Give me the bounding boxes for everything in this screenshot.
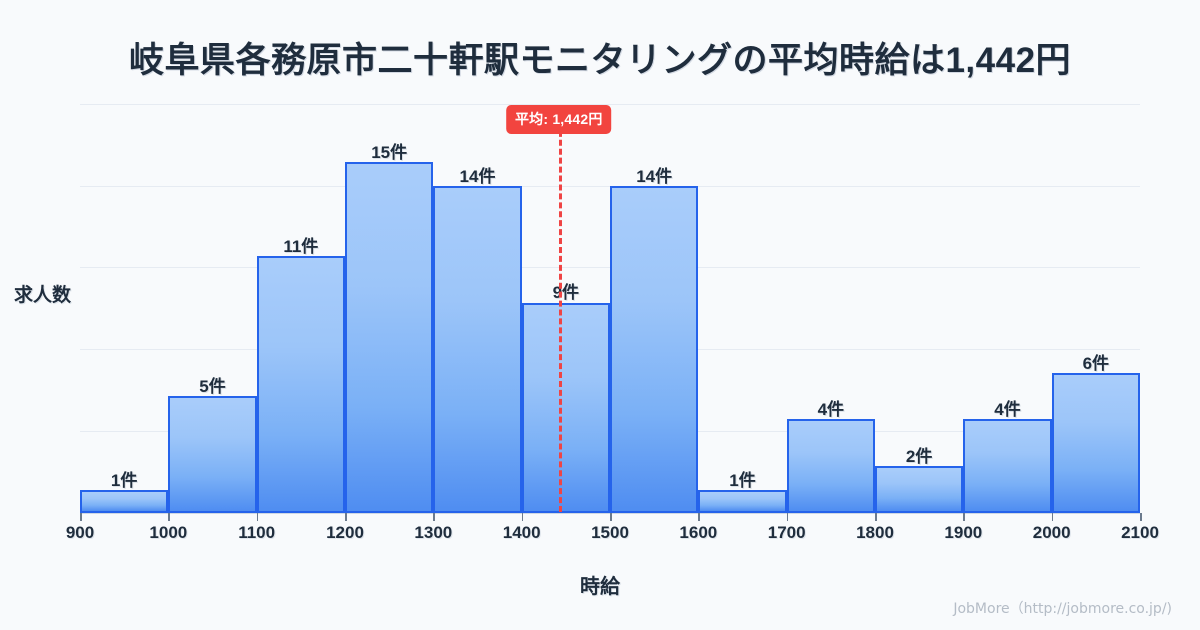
- bar-value-label: 14件: [636, 166, 673, 186]
- x-axis-tick-label: 2000: [1032, 523, 1071, 542]
- x-axis-tick: [256, 513, 259, 521]
- bar-value-label: 4件: [994, 400, 1021, 420]
- histogram-bar[interactable]: [345, 162, 434, 513]
- bar-value-label: 1件: [110, 470, 138, 490]
- bar-value-label: 5件: [199, 377, 226, 397]
- x-axis-tick-label: 1200: [326, 523, 364, 542]
- x-axis-tick: [963, 513, 965, 521]
- average-line: [558, 113, 562, 512]
- x-axis-tick: [698, 513, 700, 521]
- x-axis-tick-label: 1400: [502, 523, 541, 542]
- x-axis-tick-label: 1300: [414, 523, 453, 542]
- x-axis-tick-label: 1600: [679, 523, 718, 542]
- x-axis-tick-label: 1500: [591, 523, 629, 542]
- x-axis-tick: [875, 513, 877, 521]
- histogram-bar[interactable]: [521, 302, 610, 513]
- x-axis-tick: [345, 513, 347, 521]
- bar-value-label: 9件: [552, 283, 580, 303]
- histogram-bar[interactable]: [433, 185, 522, 513]
- histogram-bar[interactable]: [875, 466, 964, 513]
- x-axis-tick: [433, 513, 435, 521]
- bar-value-label: 2件: [905, 447, 933, 467]
- x-axis-tick: [168, 513, 170, 521]
- histogram-bar[interactable]: [963, 419, 1052, 513]
- bar-value-label: 11件: [283, 236, 319, 256]
- page-title: 岐阜県各務原市二十軒駅モニタリングの平均時給は1,442円: [128, 41, 1072, 80]
- x-axis-title: 時給: [580, 576, 620, 598]
- x-axis-tick-label: 1000: [149, 523, 188, 542]
- x-axis-tick: [610, 513, 612, 521]
- x-axis-tick-label: 1700: [767, 523, 806, 542]
- histogram-bar[interactable]: [80, 489, 169, 513]
- gridline: [80, 103, 1140, 105]
- x-axis-tick: [80, 513, 82, 521]
- y-axis-title: 求人数: [14, 285, 72, 306]
- bar-value-label: 6件: [1082, 353, 1110, 373]
- bar-value-label: 1件: [729, 470, 756, 490]
- plot-area: 1件 5件 11件 15件 14件 9件 14件 1件 4件 2件 4件 6件: [80, 99, 1140, 514]
- histogram-bar[interactable]: [786, 419, 875, 513]
- footer-credit: JobMore（http://jobmore.co.jp/): [953, 601, 1172, 617]
- x-axis-tick-label: 1900: [944, 523, 983, 542]
- average-badge: 平均: 1,442円: [505, 105, 612, 134]
- x-axis-tick-label: 1100: [238, 523, 276, 542]
- x-axis-tick-label: 900: [65, 523, 95, 542]
- x-axis-tick: [1140, 513, 1142, 521]
- bar-value-label: 14件: [459, 166, 496, 186]
- histogram-bar[interactable]: [610, 185, 699, 513]
- x-axis-tick-label: 2100: [1121, 523, 1159, 542]
- x-axis-tick: [521, 513, 524, 521]
- histogram-bar[interactable]: [168, 396, 257, 513]
- x-axis-tick-label: 1800: [856, 523, 894, 542]
- x-axis-tick: [1051, 513, 1054, 521]
- x-axis-tick: [786, 513, 789, 521]
- histogram-bar[interactable]: [698, 489, 787, 513]
- histogram-bar[interactable]: [256, 255, 345, 513]
- bar-value-label: 15件: [371, 143, 408, 163]
- histogram-bar[interactable]: [1051, 372, 1140, 513]
- bar-value-label: 4件: [817, 400, 845, 420]
